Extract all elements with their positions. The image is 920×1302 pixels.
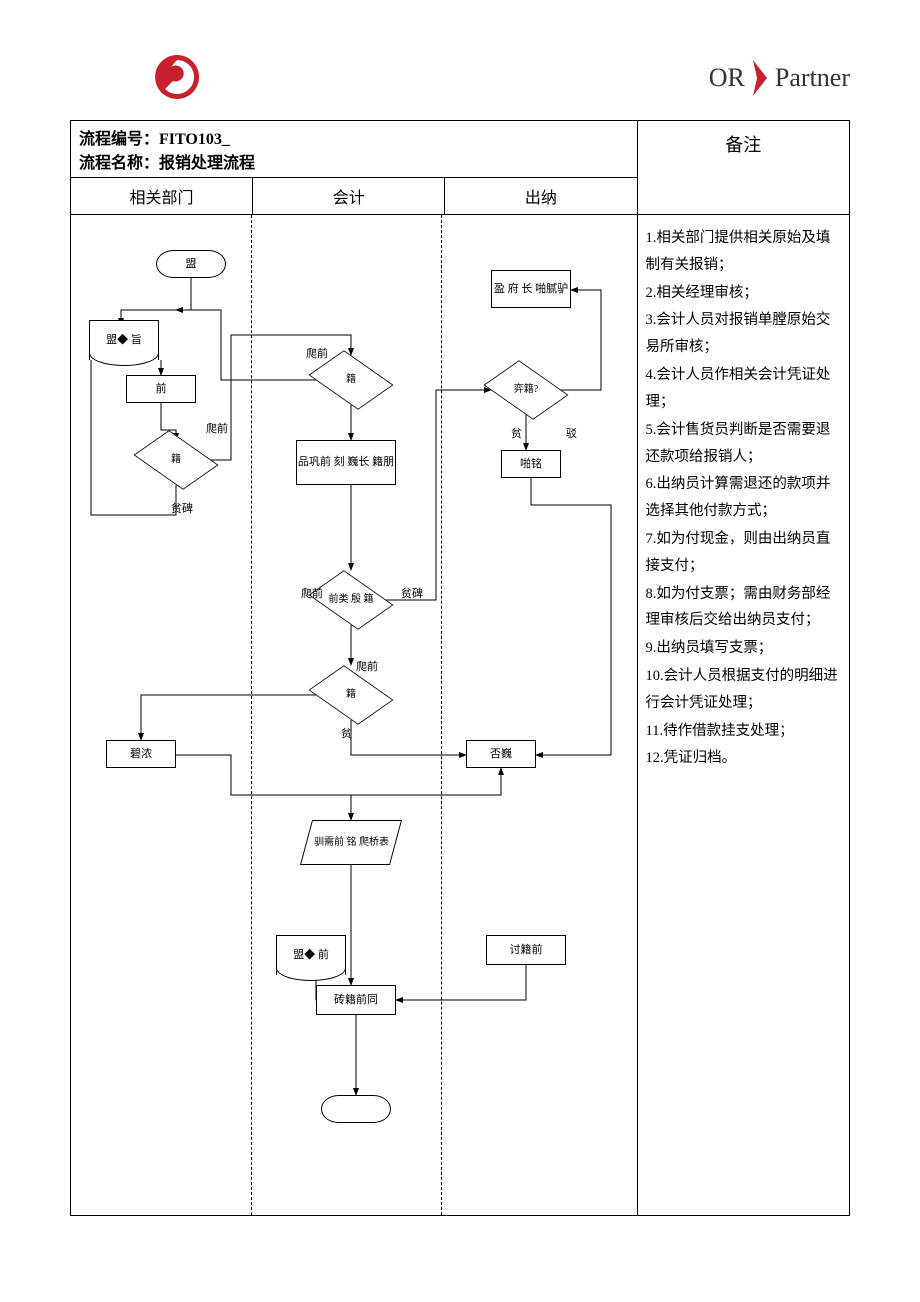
logo-right-text-a: OR — [709, 63, 745, 93]
note-line: 1.相关部门提供相关原始及填制有关报销； — [646, 225, 841, 279]
company-logo-left — [150, 50, 205, 105]
note-line: 7.如为付现金，则由出纳员直接支付； — [646, 526, 841, 580]
flow-node-r3: 啪铭 — [501, 450, 561, 478]
flow-edge — [531, 478, 611, 755]
edge-label: 爬前 — [206, 420, 228, 436]
flow-node-d4: 前类 殷 籍 — [316, 575, 386, 625]
lane-header-3: 出纳 — [445, 178, 637, 215]
note-line: 10.会计人员根据支付的明细进行会计凭证处理； — [646, 663, 841, 717]
flow-node-r2: 品巩前 刻 巍长 籍朋 — [296, 440, 396, 485]
flow-edge — [176, 755, 501, 795]
lane-header-1: 相关部门 — [71, 178, 253, 215]
flow-edge — [351, 720, 466, 755]
note-line: 5.会计售货员判断是否需要退还款项给报销人； — [646, 417, 841, 471]
note-line: 8.如为付支票；需由财务部经理审核后交给出纳员支付； — [646, 581, 841, 635]
note-line: 6.出纳员计算需退还的款项并选择其他付款方式； — [646, 471, 841, 525]
flow-node-d3: 弈籍? — [491, 365, 561, 415]
note-line: 3.会计人员对报销单膛原始交易所审核； — [646, 307, 841, 361]
remark-header-cell: 备注 — [637, 121, 849, 215]
code-value: FITO103_ — [159, 131, 230, 148]
flow-node-r_tax: 讨籍前 — [486, 935, 566, 965]
company-logo-right: OR Partner — [709, 58, 850, 98]
edge-label: 爬前 — [356, 658, 378, 674]
flow-node-start: 盟 — [156, 250, 226, 278]
code-label: 流程编号： — [79, 131, 159, 148]
flow-node-d1: 籍 — [141, 435, 211, 485]
flow-node-r_sign: 碧浓 — [106, 740, 176, 768]
edge-label: 贫碑 — [171, 500, 193, 516]
flow-edge — [396, 965, 526, 1000]
flow-node-para1: 驯需前 铭 爬桥表 — [300, 820, 402, 865]
flow-node-doc1: 盟◆ 旨 — [89, 320, 159, 360]
flow-node-r_cn: 否巍 — [466, 740, 536, 768]
flow-edge — [386, 390, 491, 600]
header-info-cell: 流程编号：FITO103_ 流程名称：报销处理流程 — [71, 121, 638, 178]
flow-node-end — [321, 1095, 391, 1123]
edge-label: 贫碑 — [401, 585, 423, 601]
lane-header-2: 会计 — [253, 178, 445, 215]
note-line: 11.待作借款挂支处理； — [646, 718, 841, 745]
flow-node-d2: 籍 — [316, 355, 386, 405]
name-label: 流程名称： — [79, 155, 159, 172]
edge-label: 贫 — [341, 725, 352, 741]
note-line: 4.会计人员作相关会计凭证处理； — [646, 362, 841, 416]
flow-node-n_cash: 盈 府 长 啪腻驴 — [491, 270, 571, 308]
note-line: 12.凭证归档。 — [646, 745, 841, 772]
flow-node-r1: 前 — [126, 375, 196, 403]
note-line: 2.相关经理审核； — [646, 280, 841, 307]
lane-divider — [251, 215, 252, 1215]
name-value: 报销处理流程 — [159, 155, 255, 172]
flow-edge — [141, 695, 316, 740]
flow-node-r_proc: 砖籍前同 — [316, 985, 396, 1015]
edge-label: 爬前 — [306, 345, 328, 361]
edge-label: 贫 — [511, 425, 522, 441]
flow-edge — [351, 768, 501, 820]
process-document-table: 流程编号：FITO103_ 流程名称：报销处理流程 备注 相关部门 会计 出纳 … — [70, 120, 850, 1216]
edge-label: 驳 — [566, 425, 577, 441]
note-line: 9.出纳员填写支票； — [646, 635, 841, 662]
flow-node-d5: 籍 — [316, 670, 386, 720]
flow-node-doc2: 盟◆ 前 — [276, 935, 346, 975]
lane-divider — [441, 215, 442, 1215]
flowchart-canvas: 盟盈 府 长 啪腻驴盟◆ 旨前籍籍品巩前 刻 巍长 籍朋弈籍?啪铭前类 殷 籍籍… — [71, 215, 637, 1215]
logo-right-text-b: Partner — [775, 63, 850, 93]
flow-edge — [176, 310, 316, 380]
notes-cell: 1.相关部门提供相关原始及填制有关报销；2.相关经理审核；3.会计人员对报销单膛… — [637, 215, 849, 1216]
edge-label: 爬前 — [301, 585, 323, 601]
